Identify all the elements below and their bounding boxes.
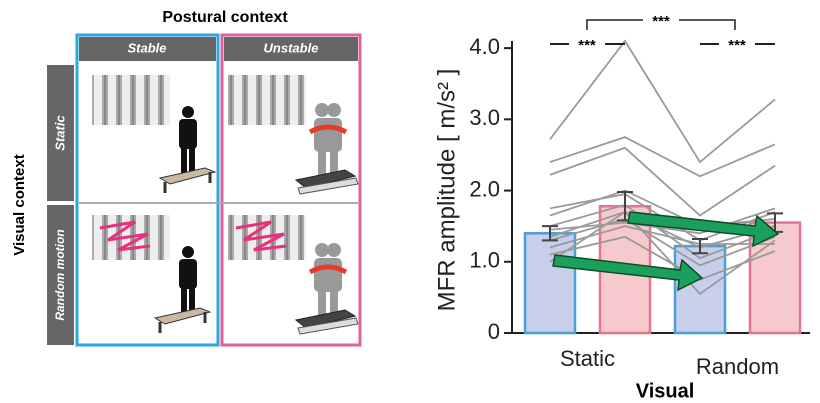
subject-line (550, 137, 775, 176)
significance-label: *** (728, 37, 746, 54)
page: Postural context Stable Unstable Static … (0, 0, 820, 403)
x-tick-label: Random (696, 354, 779, 379)
row-axis-label: Visual context (11, 154, 28, 255)
bar (525, 233, 575, 333)
row-label: Random motion (53, 229, 67, 320)
y-tick-label: 2.0 (469, 176, 500, 201)
illustrations (92, 75, 358, 334)
y-axis-label: MFR amplitude [ m/s² ] (433, 69, 460, 312)
y-tick-label: 4.0 (469, 34, 500, 59)
chart: 0 1.0 2.0 3.0 4.0 Static Random *** *** *** (469, 13, 810, 379)
y-tick-label: 0 (488, 319, 500, 344)
column-label: Stable (127, 40, 166, 55)
significance-label: *** (652, 13, 670, 30)
diagram-title: Postural context (162, 9, 288, 26)
row-label: Static (52, 115, 67, 151)
column-label: Unstable (264, 40, 319, 55)
x-tick-label: Static (560, 346, 615, 371)
figure: Postural context Stable Unstable Static … (0, 0, 820, 403)
significance-label: *** (578, 37, 596, 54)
y-tick-label: 3.0 (469, 105, 500, 130)
y-tick-label: 1.0 (469, 248, 500, 273)
x-axis-label: Visual (636, 380, 695, 402)
subject-line (550, 41, 775, 162)
